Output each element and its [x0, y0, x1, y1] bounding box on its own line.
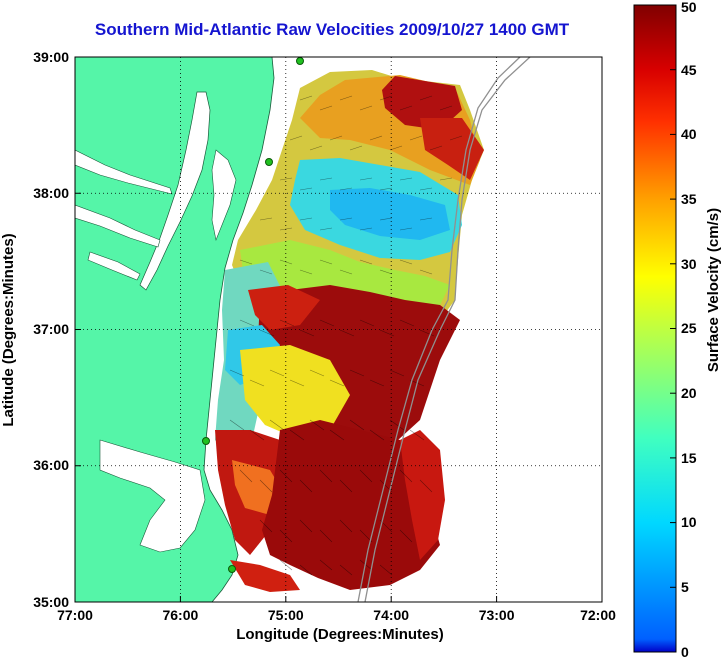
x-tick-label: 72:00	[580, 607, 616, 623]
colorbar-tick-label: 15	[681, 450, 697, 466]
radar-site-marker	[228, 565, 236, 573]
y-tick-label: 35:00	[33, 594, 69, 610]
colorbar-label: Surface Velocity (cm/s)	[705, 208, 722, 372]
river-1	[75, 149, 173, 195]
colorbar-tick-label: 40	[681, 126, 697, 142]
colorbar-tick-label: 25	[681, 320, 697, 336]
shelf-contour-2	[357, 57, 521, 602]
eastern-shore-water	[211, 149, 237, 242]
x-tick-label: 74:00	[373, 607, 409, 623]
sound	[99, 439, 206, 553]
y-tick-label: 37:00	[33, 321, 69, 337]
velocity-field	[215, 70, 484, 592]
colorbar-tick-label: 10	[681, 514, 697, 530]
map-title: Southern Mid-Atlantic Raw Velocities 200…	[94, 20, 570, 39]
y-tick-label: 38:00	[33, 185, 69, 201]
colorbar-tick-label: 45	[681, 62, 697, 78]
river-3	[87, 251, 141, 281]
y-axis-label: Latitude (Degrees:Minutes)	[0, 233, 17, 426]
x-axis-label: Longitude (Degrees:Minutes)	[236, 626, 444, 643]
x-tick-marks	[74, 56, 603, 603]
colorbar-tick-label: 5	[681, 579, 689, 595]
x-tick-label: 73:00	[479, 607, 515, 623]
colorbar-tick-label: 0	[681, 644, 689, 659]
chesapeake-bay	[139, 91, 211, 291]
radar-site-marker	[265, 158, 273, 166]
colorbar-tick-label: 20	[681, 385, 697, 401]
x-tick-label: 77:00	[57, 607, 93, 623]
colorbar-tick-label: 35	[681, 191, 697, 207]
river-2	[75, 204, 161, 248]
x-tick-label: 76:00	[162, 607, 198, 623]
radar-site-marker	[202, 437, 210, 445]
colorbar-tick-marks	[670, 4, 676, 653]
x-tick-label: 75:00	[268, 607, 304, 623]
shelf-contour	[364, 57, 531, 602]
colorbar	[633, 4, 677, 653]
colorbar-tick-label: 30	[681, 256, 697, 272]
y-tick-label: 36:00	[33, 457, 69, 473]
colorbar-tick-label: 50	[681, 0, 697, 15]
y-tick-label: 39:00	[33, 49, 69, 65]
velocity-vectors	[229, 95, 463, 576]
grid-lines	[75, 57, 602, 602]
radar-site-marker	[296, 57, 304, 65]
